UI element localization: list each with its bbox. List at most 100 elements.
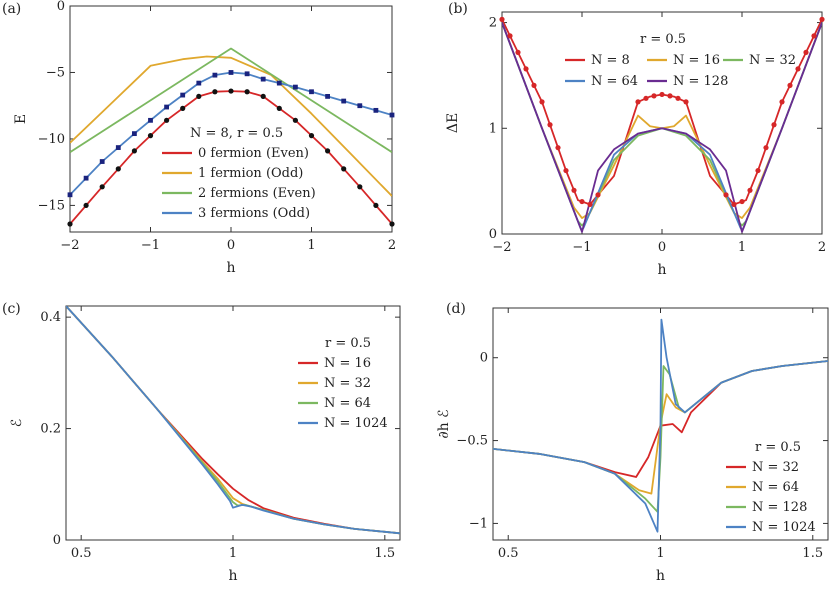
data-marker [515,49,521,55]
y-tick-label: −10 [38,132,65,147]
data-marker [260,76,266,82]
x-tick-label: 1 [738,240,746,255]
legend-label: N = 64 [591,74,638,89]
data-marker [83,202,89,209]
legend-label: 3 fermions (Odd) [198,206,310,221]
x-axis-label: h [656,568,665,584]
data-marker [309,89,314,95]
data-marker [228,88,234,94]
panel-label: (d) [446,301,466,317]
panel-c: 0.5 1 1.5 0 0.2 0.4 h ℰ (c) r = 0.5 N = 16 N = 32 N … [2,301,401,584]
data-marker [675,95,681,101]
x-tick-label: 2 [388,238,396,253]
panel-b: −2 −1 0 1 2 0 1 2 h ΔE (b) r = 0.5 N = 8 N = 16 N = 32… [445,1,826,278]
data-marker [357,103,363,109]
data-marker [803,49,809,55]
legend-title: r = 0.5 [325,336,371,351]
data-marker [683,99,689,105]
data-marker [180,105,186,111]
legend-title: r = 0.5 [640,32,686,47]
series-line [502,22,822,220]
data-marker [115,145,121,150]
data-marker [587,201,593,207]
data-marker [357,184,363,190]
data-marker [147,133,154,139]
legend-label: N = 16 [324,356,371,371]
data-marker [244,89,250,95]
data-marker [292,117,298,123]
series-line [70,47,392,153]
x-tick-label: 0 [227,238,235,253]
data-marker [819,16,825,22]
legend-label: 1 fermion (Odd) [198,166,303,181]
data-marker [212,89,218,95]
data-marker [212,72,218,78]
y-axis-label: ∂h ℰ [436,409,452,438]
data-marker [99,159,105,164]
legend-label: N = 128 [673,74,728,89]
legend-label: N = 8 [591,53,630,68]
data-marker [547,122,553,128]
data-marker [523,66,529,72]
data-marker [276,80,282,86]
panel-d: 0.5 1 1.5 0 −0.5 −1 h ∂h ℰ (d) r = 0.5 N = 32 N = 6… [436,301,829,584]
data-marker [747,187,753,193]
data-marker [67,192,73,198]
data-marker [659,91,665,98]
y-tick-label: −1 [469,516,488,531]
data-marker [341,98,347,104]
x-tick-label: 1.5 [374,546,395,561]
x-tick-label: −2 [60,238,79,253]
panel-label: (c) [2,301,21,317]
data-marker [293,84,298,90]
legend-title: N = 8, r = 0.5 [190,126,283,141]
legend-title: r = 0.5 [755,440,801,455]
legend-label: N = 1024 [752,520,816,535]
data-marker [531,82,537,88]
x-tick-label: 1 [229,546,237,561]
data-marker [771,122,777,128]
data-marker [180,92,186,98]
x-tick-label: 0.5 [71,546,92,561]
legend-label: N = 128 [752,500,807,515]
data-marker [132,131,137,137]
legend-label: N = 32 [749,53,796,68]
x-tick-label: −1 [141,238,160,253]
y-tick-label: 0 [57,0,65,14]
x-tick-label: 2 [818,240,826,255]
data-marker [325,148,331,154]
series-line [66,306,400,535]
y-axis-label: ℰ [9,419,25,427]
x-tick-label: 1 [307,238,315,253]
y-tick-label: −5 [46,65,65,80]
legend-label: N = 16 [673,53,720,68]
data-marker [499,16,505,22]
series-group [493,318,828,533]
data-marker [635,99,641,105]
data-marker [779,99,785,105]
x-axis-label: h [657,262,666,278]
data-marker [260,93,266,99]
data-marker [99,184,105,190]
x-tick-label: 0.5 [498,546,519,561]
data-marker [196,80,202,86]
data-marker [389,221,395,227]
x-axis-label: h [228,568,237,584]
data-marker [83,175,89,181]
data-marker [563,167,569,174]
data-marker [763,145,769,151]
legend-label: N = 32 [752,460,799,475]
data-marker [539,99,545,105]
x-tick-label: −2 [492,240,511,255]
y-tick-label: 0.4 [40,310,61,325]
data-marker [131,148,137,154]
data-marker [67,221,73,227]
data-marker [164,117,170,123]
legend-label: N = 64 [324,396,371,411]
y-tick-label: −0.5 [456,434,488,449]
data-marker [373,107,379,113]
data-marker [651,93,657,99]
x-tick-label: −1 [572,240,591,255]
data-marker [325,94,330,99]
